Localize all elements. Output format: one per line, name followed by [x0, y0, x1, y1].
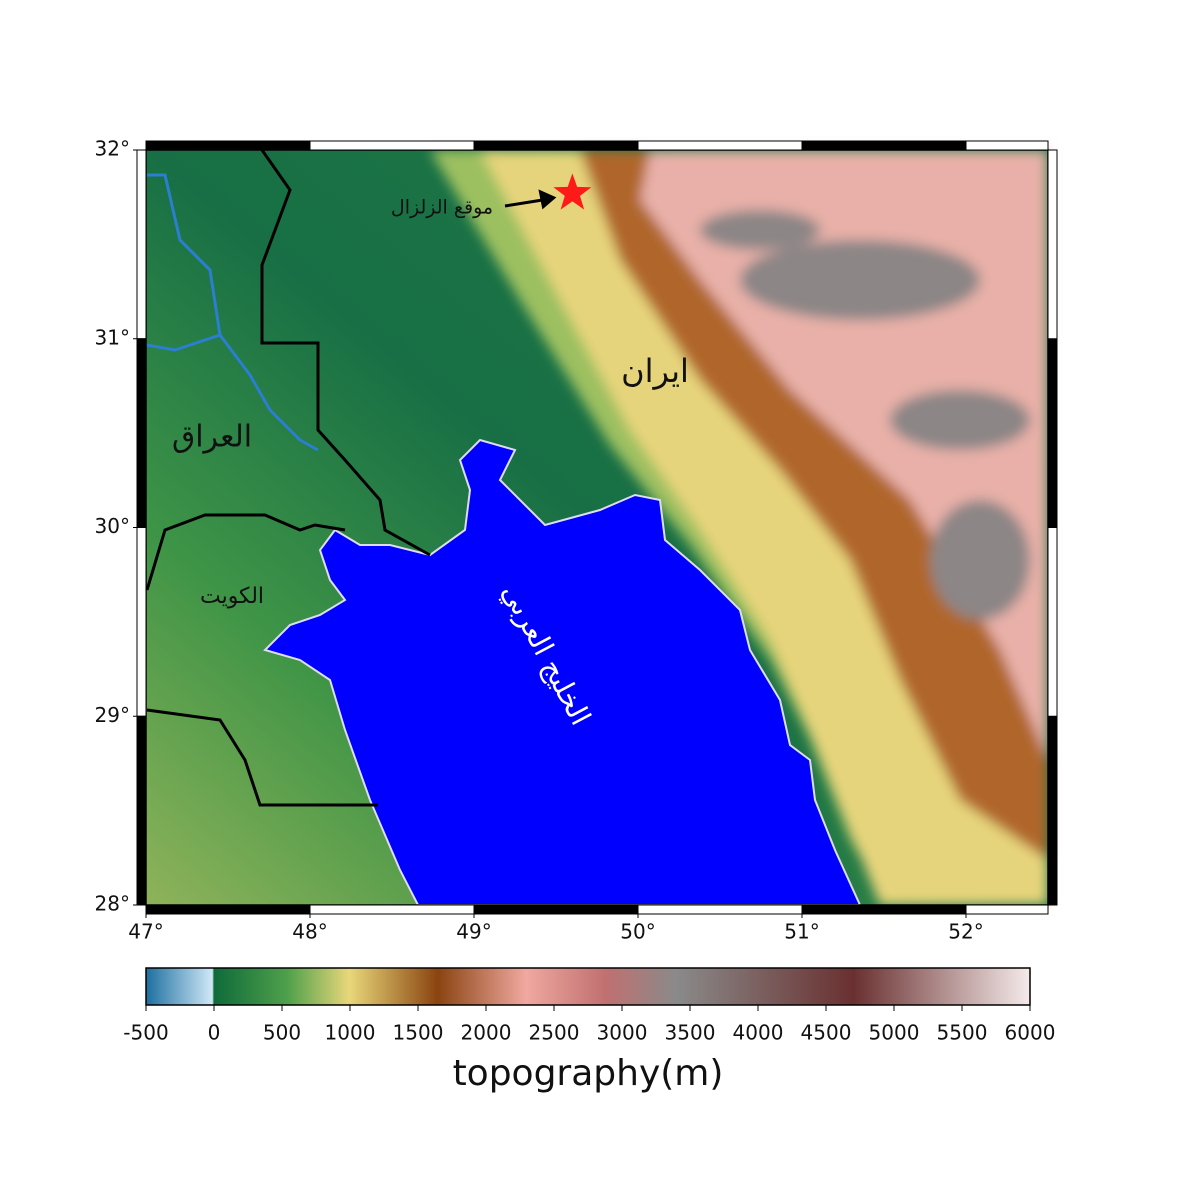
- frame-bar: [136, 149, 147, 340]
- y-tick-label: 31°: [95, 325, 130, 349]
- map-body: ايران العراق الكويت الخليج العربي موقع ا…: [145, 149, 1049, 906]
- annotation: موقع الزلزال: [391, 197, 493, 219]
- x-tick-label: 49°: [456, 920, 491, 944]
- colorbar-label: topography(m): [453, 1053, 724, 1094]
- frame-bar: [637, 140, 803, 151]
- border: [146, 708, 378, 807]
- x-tick-label: 48°: [292, 920, 327, 944]
- peaks: [740, 240, 980, 320]
- x-tick-label: 47°: [128, 920, 163, 944]
- colorbar-tick-label: 3500: [665, 1021, 716, 1045]
- y-tick-label: 28°: [95, 892, 130, 916]
- colorbar: [145, 967, 1031, 1006]
- country-label: العراق: [172, 420, 252, 455]
- frame-bar: [309, 904, 475, 915]
- frame-bar: [801, 904, 967, 915]
- colorbar-tick-label: 4500: [801, 1021, 852, 1045]
- frame-bar: [965, 140, 1049, 151]
- epicenter-star: [553, 173, 592, 210]
- border: [260, 149, 431, 557]
- frame-bar: [145, 904, 311, 915]
- frame-bar: [309, 140, 475, 151]
- frame-bar: [136, 338, 147, 528]
- country-label: ايران: [621, 352, 689, 390]
- colorbar-tick-label: 2500: [529, 1021, 580, 1045]
- border: [145, 513, 346, 591]
- colorbar-tick-label: 2000: [461, 1021, 512, 1045]
- colorbar-tick-label: 5500: [937, 1021, 988, 1045]
- colorbar-tick-label: 1500: [393, 1021, 444, 1045]
- frame-bar: [1047, 149, 1058, 340]
- peaks: [700, 210, 820, 250]
- x-tick-label: 50°: [620, 920, 655, 944]
- colorbar-tick-label: 5000: [869, 1021, 920, 1045]
- colorbar-tick-label: -500: [123, 1021, 168, 1045]
- frame-bar: [1047, 715, 1058, 906]
- x-tick-label: 52°: [948, 920, 983, 944]
- colorbar-tick-label: 0: [208, 1021, 221, 1045]
- country-label: الكويت: [200, 584, 264, 609]
- y-tick-label: 32°: [95, 137, 130, 161]
- frame-bar: [637, 904, 803, 915]
- y-tick-label: 30°: [95, 514, 130, 538]
- frame-bar: [136, 715, 147, 906]
- frame-bar: [801, 140, 967, 151]
- river: [218, 334, 319, 452]
- frame-bar: [1047, 527, 1058, 717]
- colorbar-tick-label: 6000: [1005, 1021, 1056, 1045]
- x-tick-label: 51°: [784, 920, 819, 944]
- gulf-water: [263, 438, 862, 906]
- frame-bar: [965, 904, 1049, 915]
- frame-bar: [145, 140, 311, 151]
- frame-bar: [1047, 338, 1058, 528]
- peaks: [930, 500, 1030, 620]
- colorbar-tick-label: 500: [263, 1021, 301, 1045]
- y-tick-label: 29°: [95, 703, 130, 727]
- frame-bar: [136, 527, 147, 717]
- arrow: [504, 197, 547, 208]
- frame-bar: [473, 904, 639, 915]
- colorbar-tick-label: 1000: [325, 1021, 376, 1045]
- river: [146, 173, 222, 352]
- colorbar-tick-label: 4000: [733, 1021, 784, 1045]
- peaks: [890, 390, 1030, 450]
- colorbar-tick-label: 3000: [597, 1021, 648, 1045]
- frame-bar: [473, 140, 639, 151]
- arrowhead: [538, 189, 557, 210]
